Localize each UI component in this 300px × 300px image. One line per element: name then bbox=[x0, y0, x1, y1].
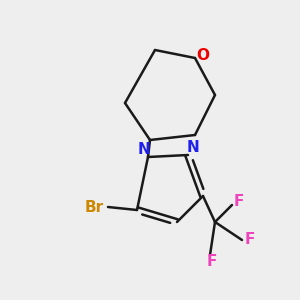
Text: F: F bbox=[245, 232, 255, 247]
Text: F: F bbox=[207, 254, 217, 269]
Text: Br: Br bbox=[84, 200, 104, 214]
Text: N: N bbox=[138, 142, 150, 158]
Text: O: O bbox=[196, 49, 209, 64]
Text: F: F bbox=[234, 194, 244, 209]
Text: N: N bbox=[187, 140, 200, 155]
